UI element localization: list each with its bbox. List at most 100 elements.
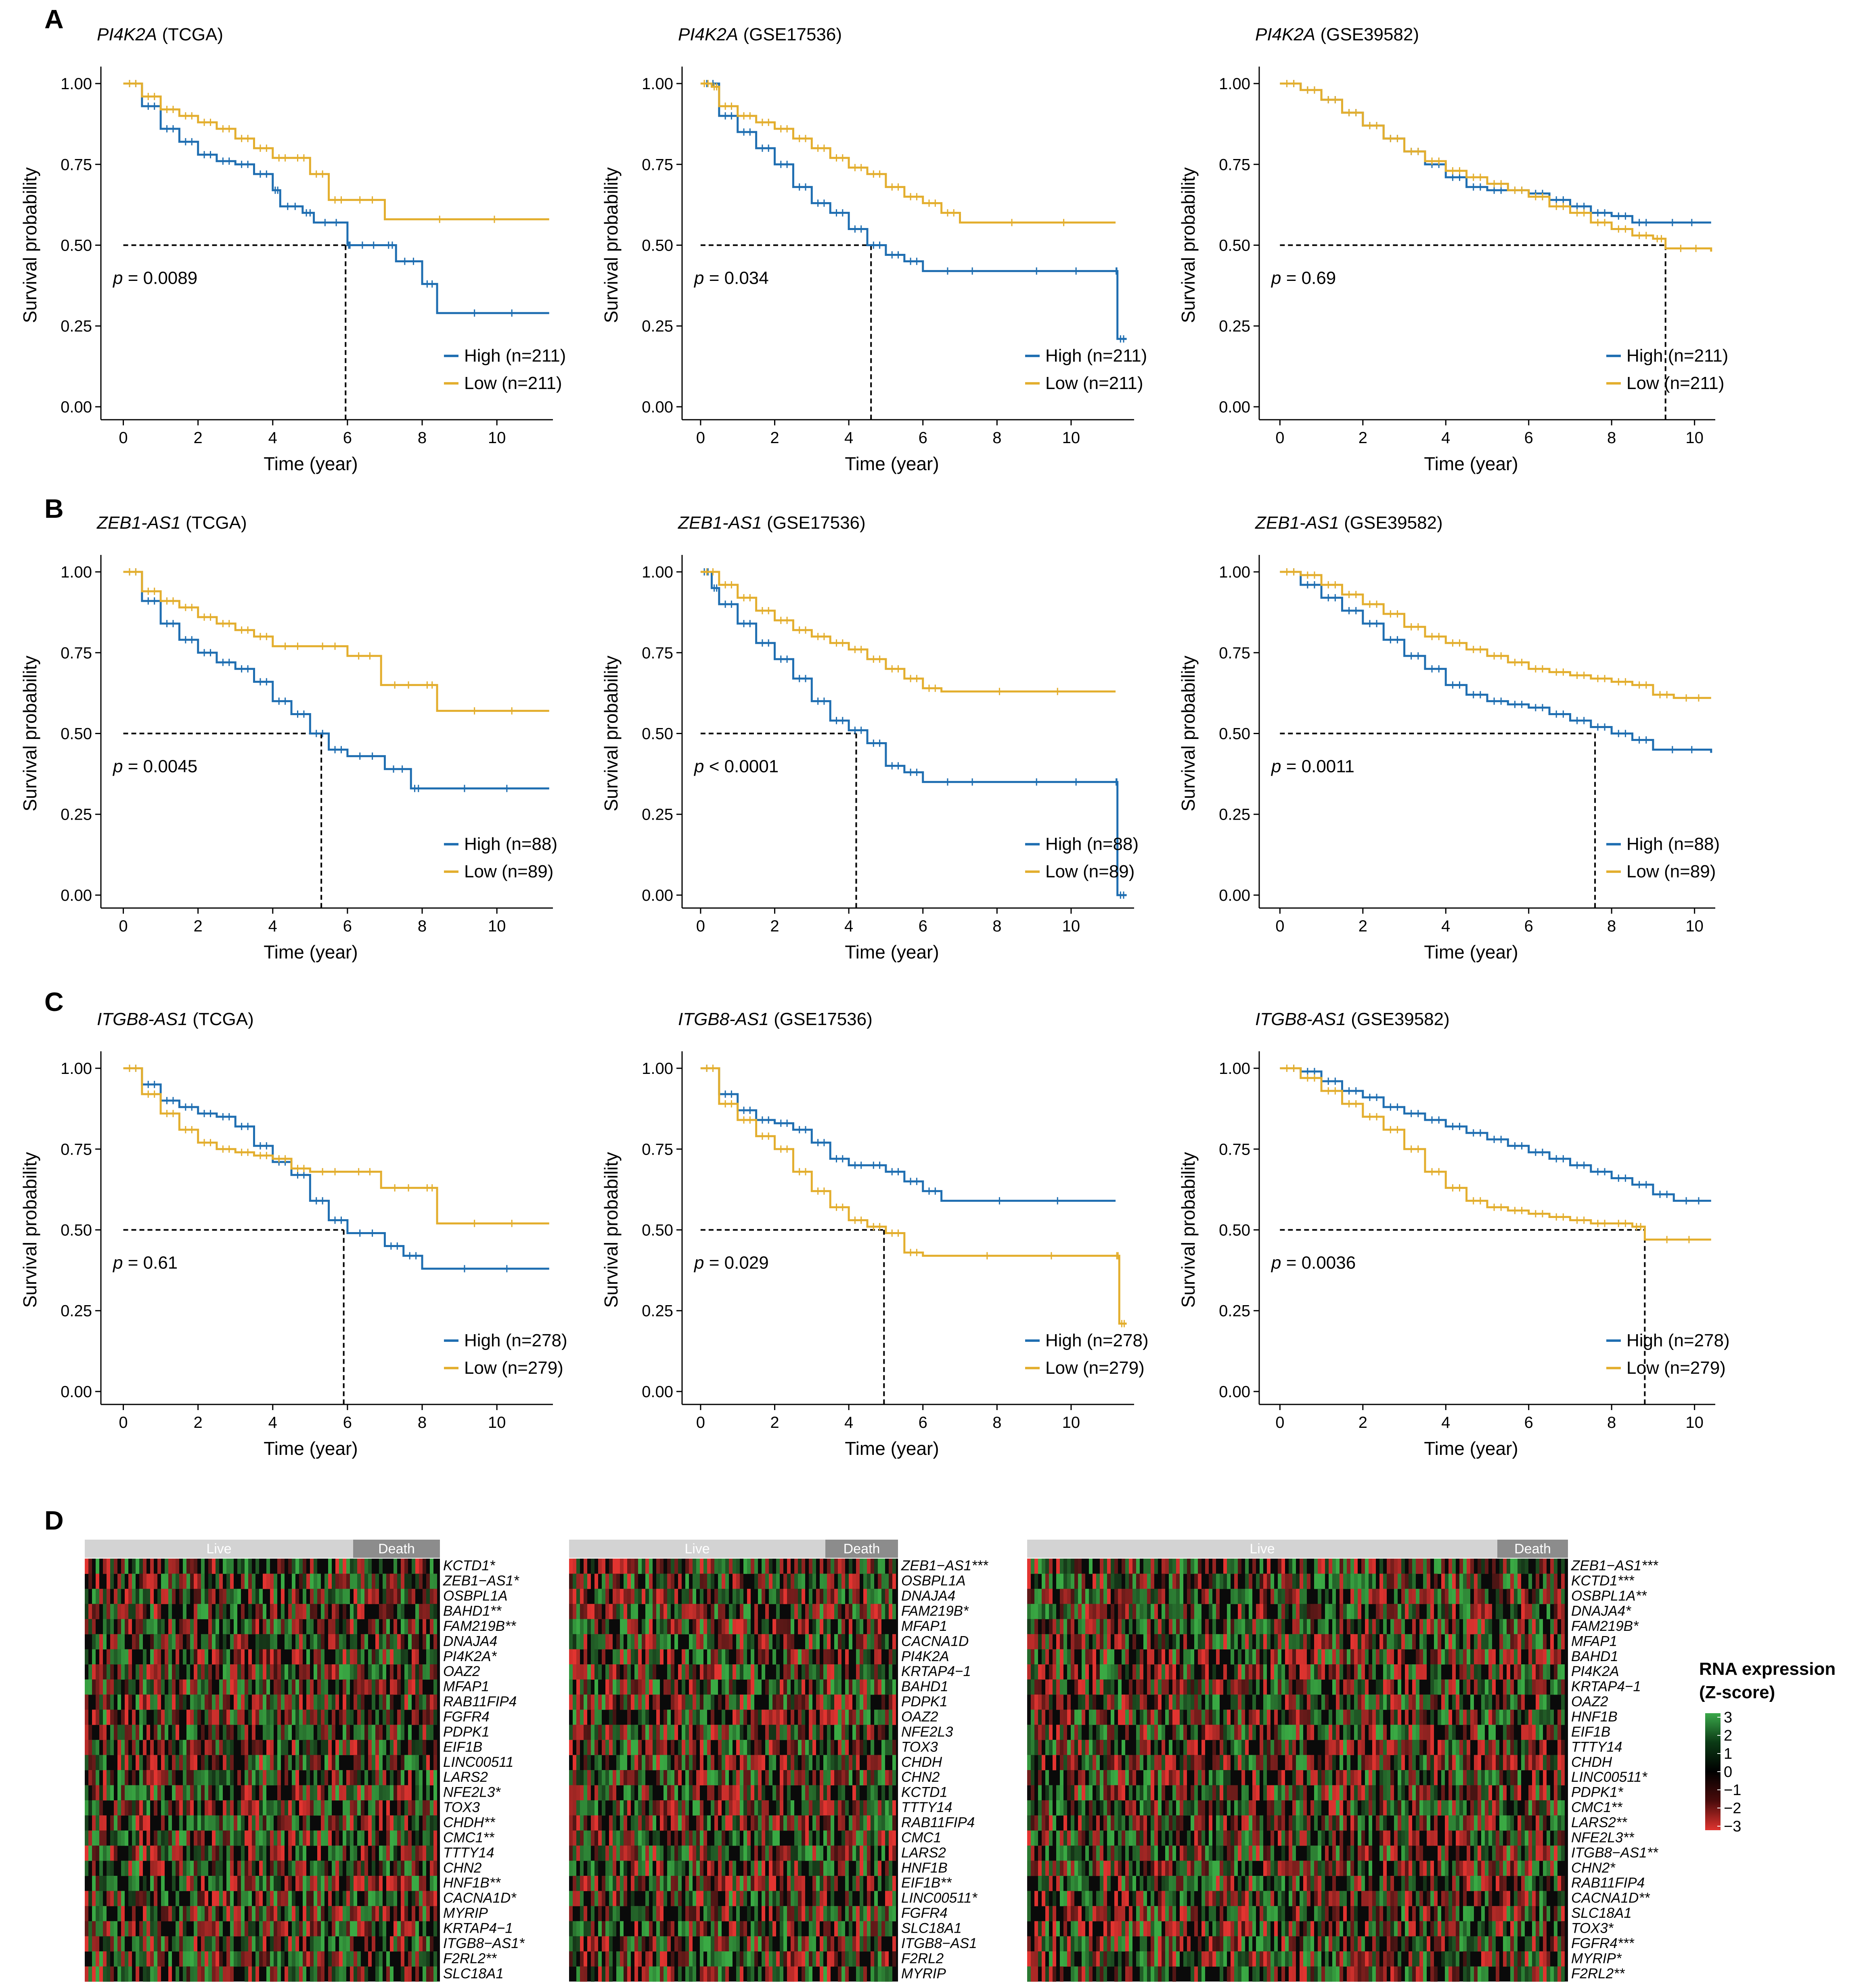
heatmap-cell — [354, 1619, 357, 1634]
x-tick-label: 4 — [1441, 1414, 1450, 1431]
heatmap-cell — [725, 1800, 729, 1816]
heatmap-cell — [357, 1649, 361, 1665]
heatmap-cell — [99, 1634, 103, 1650]
heatmap-cell — [288, 1679, 292, 1695]
heatmap-cell — [147, 1830, 150, 1846]
y-tick-label: 0.50 — [61, 237, 92, 255]
heatmap-cell — [591, 1951, 594, 1967]
heatmap-cell — [125, 1649, 128, 1665]
heatmap-cell — [117, 1724, 121, 1740]
heatmap-cell — [787, 1588, 791, 1604]
heatmap-cell — [226, 1906, 230, 1921]
heatmap-cell — [379, 1740, 383, 1756]
heatmap-cell — [656, 1891, 660, 1906]
heatmap-cell — [816, 1664, 820, 1680]
heatmap-cell — [346, 1800, 350, 1816]
heatmap-cell — [404, 1559, 408, 1574]
heatmap-cell — [288, 1966, 292, 1982]
heatmap-cell — [765, 1724, 769, 1740]
heatmap-cell — [758, 1588, 762, 1604]
heatmap-cell — [212, 1588, 216, 1604]
heatmap-cell — [878, 1921, 881, 1937]
heatmap-cell — [809, 1785, 812, 1801]
y-tick-label: 0.75 — [1219, 156, 1250, 174]
heatmap-cell — [364, 1860, 368, 1876]
heatmap-cell — [613, 1574, 616, 1589]
heatmap-cell — [754, 1740, 758, 1756]
heatmap-cell — [791, 1921, 794, 1937]
heatmap-cell — [179, 1800, 183, 1816]
heatmap-cell — [245, 1740, 248, 1756]
x-tick-label: 2 — [770, 429, 779, 447]
heatmap-cell — [776, 1846, 780, 1861]
heatmap-cell — [241, 1800, 245, 1816]
heatmap-cell — [172, 1679, 176, 1695]
heatmap-cell — [809, 1724, 812, 1740]
heatmap-cell — [186, 1966, 190, 1982]
plot-title-cohort: (TCGA) — [188, 1009, 254, 1029]
heatmap-cell — [139, 1710, 143, 1725]
heatmap-cell — [656, 1846, 660, 1861]
heatmap-cell — [125, 1860, 128, 1876]
heatmap-cell — [150, 1679, 154, 1695]
heatmap-cell — [143, 1679, 147, 1695]
heatmap-cell — [226, 1664, 230, 1680]
heatmap-cell — [317, 1921, 321, 1937]
heatmap-cell — [696, 1921, 700, 1937]
heatmap-cell — [725, 1740, 729, 1756]
heatmap-cell — [733, 1785, 736, 1801]
heatmap-cell — [878, 1574, 881, 1589]
heatmap-cell — [624, 1755, 627, 1770]
heatmap-cell — [642, 1559, 645, 1574]
heatmap-cell — [620, 1588, 624, 1604]
heatmap-cell — [128, 1860, 132, 1876]
heatmap-cell — [136, 1830, 139, 1846]
heatmap-cell — [642, 1830, 645, 1846]
heatmap-cell — [390, 1694, 394, 1710]
heatmap-cell — [722, 1876, 725, 1891]
heatmap-cell — [649, 1755, 653, 1770]
heatmap-cell — [270, 1755, 274, 1770]
heatmap-cell — [751, 1921, 754, 1937]
heatmap-cell — [339, 1966, 343, 1982]
heatmap-cell — [375, 1785, 379, 1801]
plot-title-cohort: (GSE39582) — [1315, 25, 1419, 44]
heatmap-cell — [638, 1770, 642, 1785]
heatmap-cell — [99, 1876, 103, 1891]
heatmap-cell — [693, 1649, 696, 1665]
heatmap-cell — [576, 1815, 580, 1831]
heatmap-cell — [871, 1800, 874, 1816]
heatmap-cell — [718, 1619, 722, 1634]
heatmap-cell — [772, 1679, 776, 1695]
heatmap-cell — [700, 1770, 703, 1785]
heatmap-cell — [386, 1694, 390, 1710]
heatmap-cell — [573, 1800, 576, 1816]
heatmap-cell — [780, 1724, 783, 1740]
heatmap-cell — [780, 1906, 783, 1921]
heatmap-cell — [208, 1785, 212, 1801]
heatmap-cell — [125, 1951, 128, 1967]
heatmap-cell — [791, 1876, 794, 1891]
heatmap-cell — [693, 1906, 696, 1921]
heatmap-gene-label: FAM219B** — [443, 1618, 517, 1634]
heatmap-cell — [707, 1906, 711, 1921]
y-tick-label: 0.25 — [642, 806, 673, 824]
heatmap-cell — [867, 1785, 871, 1801]
heatmap-cell — [660, 1860, 664, 1876]
heatmap-cell — [751, 1755, 754, 1770]
heatmap-cell — [147, 1906, 150, 1921]
heatmap-cell — [274, 1634, 277, 1650]
heatmap-cell — [208, 1770, 212, 1785]
heatmap-cell — [288, 1891, 292, 1906]
heatmap-cell — [740, 1724, 743, 1740]
heatmap-cell — [270, 1740, 274, 1756]
heatmap-cell — [285, 1921, 288, 1937]
heatmap-gene-label: MYRIP — [443, 1905, 488, 1921]
heatmap-cell — [656, 1559, 660, 1574]
heatmap-cell — [361, 1574, 364, 1589]
heatmap-cell — [157, 1724, 161, 1740]
heatmap-cell — [802, 1649, 805, 1665]
heatmap-cell — [638, 1906, 642, 1921]
heatmap-cell — [295, 1951, 299, 1967]
heatmap-cell — [372, 1830, 375, 1846]
